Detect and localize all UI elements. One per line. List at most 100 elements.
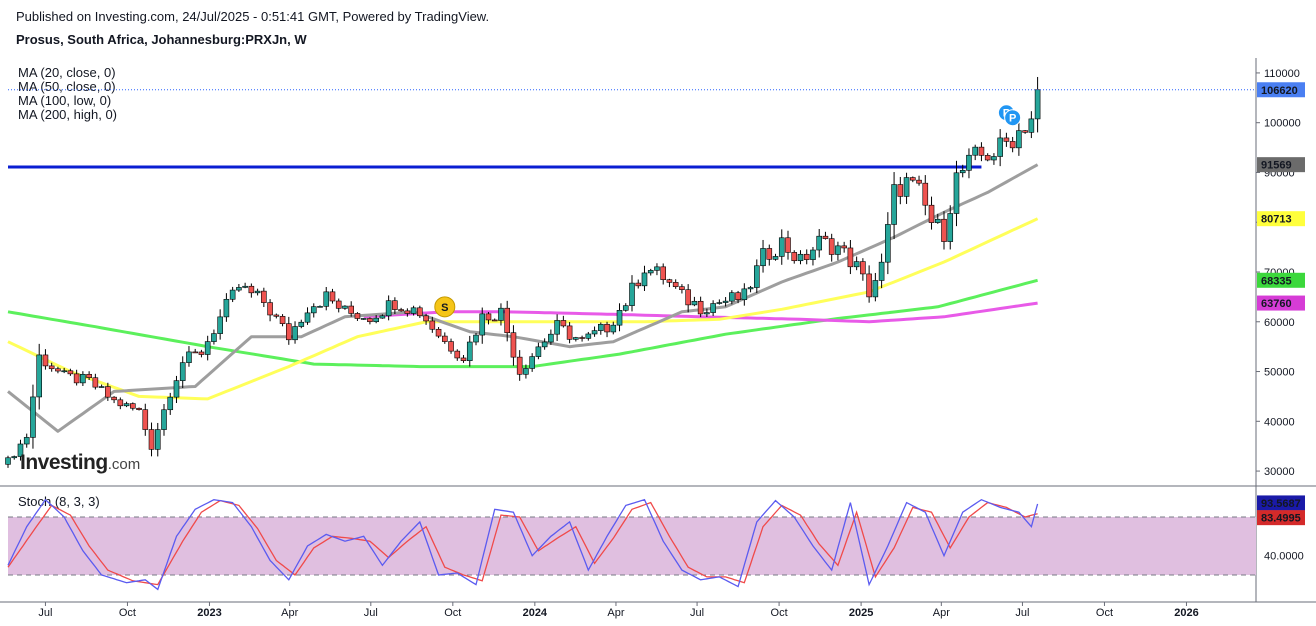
candle[interactable] [704, 308, 710, 317]
candle[interactable] [466, 335, 473, 367]
candle[interactable] [42, 349, 49, 370]
candle[interactable] [173, 375, 180, 404]
candle[interactable] [909, 176, 916, 183]
candle[interactable] [161, 404, 167, 436]
candle[interactable] [154, 422, 161, 457]
candle[interactable] [891, 172, 897, 240]
candle[interactable] [5, 455, 11, 468]
candle[interactable] [473, 333, 479, 346]
candle[interactable] [1016, 122, 1022, 156]
candle[interactable] [691, 296, 698, 307]
candle[interactable] [647, 268, 654, 276]
candle[interactable] [267, 299, 273, 322]
candle[interactable] [211, 329, 217, 345]
candle[interactable] [772, 253, 779, 261]
candle[interactable] [1034, 76, 1041, 133]
candle[interactable] [379, 314, 386, 319]
candle[interactable] [373, 315, 379, 324]
candle[interactable] [641, 265, 648, 291]
candle[interactable] [710, 300, 716, 316]
stoch-d-line[interactable] [7, 499, 1038, 586]
candle[interactable] [822, 231, 829, 240]
candle[interactable] [585, 331, 592, 341]
candle[interactable] [959, 164, 966, 178]
candle[interactable] [548, 329, 554, 345]
candle[interactable] [573, 336, 579, 342]
candle[interactable] [622, 303, 629, 312]
candle[interactable] [36, 343, 43, 410]
candle[interactable] [148, 422, 155, 457]
candle[interactable] [860, 258, 866, 281]
candle[interactable] [30, 384, 36, 449]
candle[interactable] [423, 313, 429, 325]
candle[interactable] [17, 439, 24, 461]
candle[interactable] [991, 153, 997, 165]
candle[interactable] [130, 402, 136, 411]
candle[interactable] [735, 290, 741, 304]
candle[interactable] [310, 303, 317, 318]
candle[interactable] [810, 246, 816, 266]
candle[interactable] [360, 318, 367, 320]
candle[interactable] [941, 211, 947, 250]
candle[interactable] [903, 172, 910, 204]
candle[interactable] [635, 279, 642, 289]
candle[interactable] [885, 212, 891, 275]
candle[interactable] [179, 356, 186, 389]
candle[interactable] [997, 129, 1003, 167]
ma50-line[interactable] [7, 217, 1039, 401]
candle[interactable] [198, 349, 205, 358]
candle[interactable] [92, 373, 99, 390]
candle[interactable] [136, 407, 142, 411]
candle[interactable] [485, 312, 492, 325]
candle[interactable] [279, 314, 286, 327]
candle[interactable] [523, 364, 529, 379]
candle[interactable] [342, 305, 348, 310]
candle[interactable] [441, 332, 448, 344]
candle[interactable] [23, 433, 30, 448]
candle[interactable] [978, 142, 985, 162]
candle[interactable] [566, 322, 573, 344]
candle[interactable] [778, 229, 785, 265]
candle[interactable] [629, 275, 635, 312]
candle[interactable] [591, 326, 598, 337]
candle[interactable] [1009, 136, 1016, 153]
candle[interactable] [610, 321, 617, 335]
candle[interactable] [1028, 111, 1035, 139]
candle[interactable] [80, 371, 86, 386]
candle[interactable] [123, 401, 130, 408]
candle[interactable] [348, 301, 355, 317]
candle[interactable] [803, 249, 810, 265]
candle[interactable] [73, 369, 80, 386]
candle[interactable] [273, 313, 280, 319]
candle[interactable] [535, 342, 542, 360]
candle[interactable] [298, 319, 305, 329]
candle[interactable] [922, 175, 929, 216]
candle[interactable] [167, 392, 174, 415]
candle[interactable] [953, 160, 960, 227]
candle[interactable] [841, 241, 847, 253]
candle[interactable] [498, 303, 504, 326]
candle[interactable] [816, 229, 823, 258]
signal-marker-s[interactable]: S [434, 296, 456, 318]
candle[interactable] [916, 175, 922, 186]
candle[interactable] [760, 239, 766, 273]
candle[interactable] [616, 303, 623, 332]
signal-marker-p[interactable]: P [1004, 109, 1022, 127]
stoch-legend[interactable]: Stoch (8, 3, 3) [18, 494, 100, 509]
candle[interactable] [223, 293, 230, 322]
candle[interactable] [105, 382, 111, 401]
candle[interactable] [1022, 130, 1028, 134]
candle[interactable] [248, 283, 255, 298]
candle[interactable] [828, 233, 835, 262]
candle[interactable] [335, 298, 342, 313]
candle[interactable] [86, 371, 92, 381]
candle[interactable] [729, 290, 735, 305]
candle[interactable] [404, 308, 411, 317]
candle[interactable] [323, 286, 330, 311]
candle[interactable] [142, 403, 149, 436]
candle[interactable] [797, 250, 804, 265]
ma200-line[interactable] [7, 278, 1038, 369]
candle[interactable] [654, 263, 660, 276]
candle[interactable] [392, 297, 398, 314]
